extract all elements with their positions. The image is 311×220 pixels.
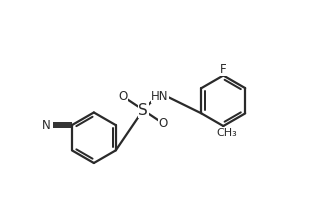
Text: F: F [220, 63, 227, 76]
Text: HN: HN [151, 90, 169, 103]
Text: O: O [159, 117, 168, 130]
Text: N: N [42, 119, 51, 132]
Text: CH₃: CH₃ [216, 128, 237, 138]
Text: S: S [138, 103, 148, 117]
Text: O: O [118, 90, 128, 103]
